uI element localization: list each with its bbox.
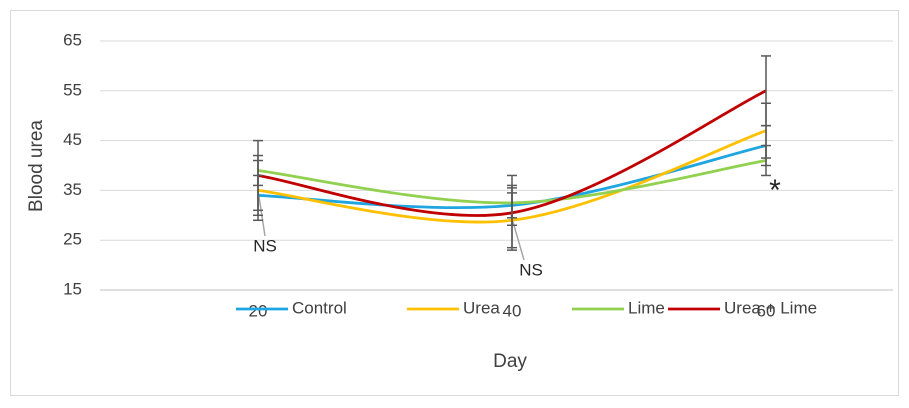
legend-label: Urea [463,298,500,317]
y-tick-label: 15 [63,279,82,298]
x-tick-label: 20 [249,301,268,320]
legend-label: Control [292,298,347,317]
legend-label: Lime [628,298,665,317]
y-tick-label: 65 [63,30,82,49]
annotation: * [769,174,781,207]
y-axis-title: Blood urea [26,120,47,212]
annotation: NS [253,236,277,255]
x-tick-label: 60 [757,301,776,320]
x-tick-label: 40 [503,301,522,320]
x-axis-title: Day [493,351,527,372]
y-tick-label: 55 [63,80,82,99]
y-tick-label: 45 [63,130,82,149]
y-tick-label: 35 [63,180,82,199]
annotation: NS [519,260,543,279]
y-tick-label: 25 [63,230,82,249]
legend-label: Urea + Lime [724,298,817,317]
leader-line [257,189,266,237]
leader-line [510,214,525,261]
chart-border [10,10,899,396]
